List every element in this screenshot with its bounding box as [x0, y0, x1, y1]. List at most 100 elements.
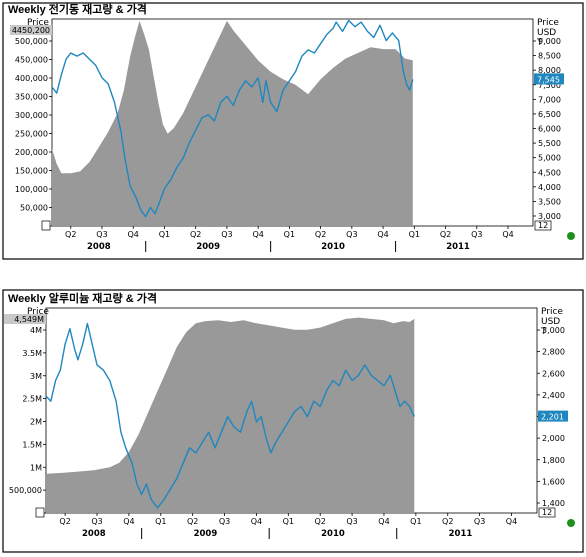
x-quarter-label: Q4 [502, 230, 513, 239]
x-quarter-label: Q3 [96, 230, 107, 239]
left-tick-label: 500,000 [15, 37, 48, 46]
x-quarter-label: Q3 [221, 230, 232, 239]
left-tick-label: 350,000 [15, 93, 48, 102]
left-tick-label: 450,000 [15, 56, 48, 65]
left-tick-label: 400,000 [15, 74, 48, 83]
copper-chart-panel: Weekly 전기동 재고량 & 가격 Price Price USD T 500,000… [0, 0, 586, 262]
x-quarter-label: Q4 [252, 230, 263, 239]
left-tick-label: 50,000 [20, 204, 48, 213]
left-axis-label: Price [27, 307, 49, 317]
x-quarter-label: Q4 [123, 517, 134, 526]
left-tick-label: 2M [30, 418, 42, 427]
chart-title: Weekly 알루미늄 재고량 & 가격 [8, 291, 157, 305]
right-axis-label-2: USD [537, 28, 556, 38]
right-bottom-box [534, 220, 552, 231]
left-zero-box [41, 220, 51, 231]
right-tick-label: 3,000 [538, 212, 561, 221]
x-quarter-label: Q4 [378, 517, 389, 526]
left-last-value: 4,549M [14, 315, 44, 324]
left-tick-label: 1.5M [22, 440, 42, 449]
price-line-series [45, 322, 415, 509]
left-tick-label: 3.5M [22, 349, 42, 358]
right-tick-label: 3,500 [538, 197, 561, 206]
x-year-label: 2009 [196, 242, 220, 252]
x-quarter-label: Q1 [159, 230, 170, 239]
x-quarter-label: Q3 [471, 230, 482, 239]
left-tick-label: 300,000 [15, 111, 48, 120]
left-tick-label: 150,000 [15, 167, 48, 176]
current-price-value: 7,545 [537, 75, 560, 84]
right-tick-label: 2,600 [542, 369, 565, 378]
left-tick-label: 3M [30, 372, 42, 381]
x-quarter-label: Q3 [474, 517, 485, 526]
inventory-area-series [52, 20, 413, 227]
right-axis-label-3: T [540, 327, 547, 337]
x-quarter-label: Q2 [190, 230, 201, 239]
right-tick-label: 4,500 [538, 168, 561, 177]
right-tick-label: 8,000 [538, 66, 561, 75]
left-last-value-badge [4, 314, 46, 324]
right-tick-label: 5,000 [538, 154, 561, 163]
right-tick-label: 6,500 [538, 110, 561, 119]
left-last-value: 4450,200 [12, 26, 50, 35]
x-quarter-label: Q1 [284, 230, 295, 239]
right-tick-label: 2,000 [542, 434, 565, 443]
status-dot [567, 519, 575, 527]
current-price-badge [538, 410, 568, 422]
x-quarter-label: Q2 [65, 230, 76, 239]
x-quarter-label: Q3 [346, 230, 357, 239]
right-tick-label: 2,400 [542, 391, 565, 400]
right-bottom-box [538, 507, 556, 518]
right-bottom-value: 12 [538, 221, 548, 230]
x-quarter-label: Q3 [219, 517, 230, 526]
right-tick-label: 6,000 [538, 125, 561, 134]
current-price-badge [534, 73, 564, 85]
right-tick-label: 1,600 [542, 477, 565, 486]
right-axis-label-2: USD [541, 317, 560, 327]
x-year-label: 2010 [321, 242, 345, 252]
x-quarter-label: Q3 [91, 517, 102, 526]
right-tick-label: 4,000 [538, 183, 561, 192]
left-axis-label: Price [27, 18, 49, 28]
x-year-label: 2009 [194, 529, 218, 539]
x-quarter-label: Q4 [251, 517, 262, 526]
right-axis-label-1: Price [537, 18, 559, 28]
x-year-label: 2008 [87, 242, 111, 252]
right-tick-label: 8,500 [538, 52, 561, 61]
right-tick-label: 1,800 [542, 456, 565, 465]
right-axis-label-1: Price [541, 307, 563, 317]
x-quarter-label: Q4 [377, 230, 388, 239]
right-bottom-value: 12 [542, 508, 552, 517]
x-quarter-label: Q4 [128, 230, 139, 239]
left-tick-label: 2.5M [22, 395, 42, 404]
right-tick-label: 2,800 [542, 348, 565, 357]
left-tick-label: 500,000 [9, 486, 42, 495]
left-tick-label: 1M [30, 463, 42, 472]
x-quarter-label: Q2 [315, 230, 326, 239]
right-tick-label: 1,400 [542, 499, 565, 508]
x-year-label: 2010 [321, 529, 345, 539]
x-quarter-label: Q2 [314, 517, 325, 526]
left-tick-label: 4M [30, 326, 42, 335]
status-dot [567, 232, 575, 240]
chart-title: Weekly 전기동 재고량 & 가격 [8, 2, 147, 16]
right-axis-label-3: T [536, 38, 543, 48]
aluminium-chart-panel: Weekly 알루미늄 재고량 & 가격 Price Price USD T 4M 3.5M… [0, 287, 586, 555]
right-tick-label: 7,000 [538, 95, 561, 104]
price-line-series [51, 19, 414, 218]
right-tick-label: 7,500 [538, 81, 561, 90]
current-price-value: 2,201 [541, 413, 564, 422]
x-quarter-label: Q2 [187, 517, 198, 526]
left-zero-box [35, 507, 45, 518]
x-quarter-label: Q2 [59, 517, 70, 526]
x-quarter-label: Q1 [410, 517, 421, 526]
x-quarter-label: Q1 [409, 230, 420, 239]
inventory-area-series [46, 317, 415, 513]
left-last-value-badge [10, 25, 52, 35]
right-tick-label: 5,500 [538, 139, 561, 148]
x-quarter-label: Q2 [442, 517, 453, 526]
left-tick-label: 200,000 [15, 148, 48, 157]
x-year-label: 2011 [446, 242, 470, 252]
